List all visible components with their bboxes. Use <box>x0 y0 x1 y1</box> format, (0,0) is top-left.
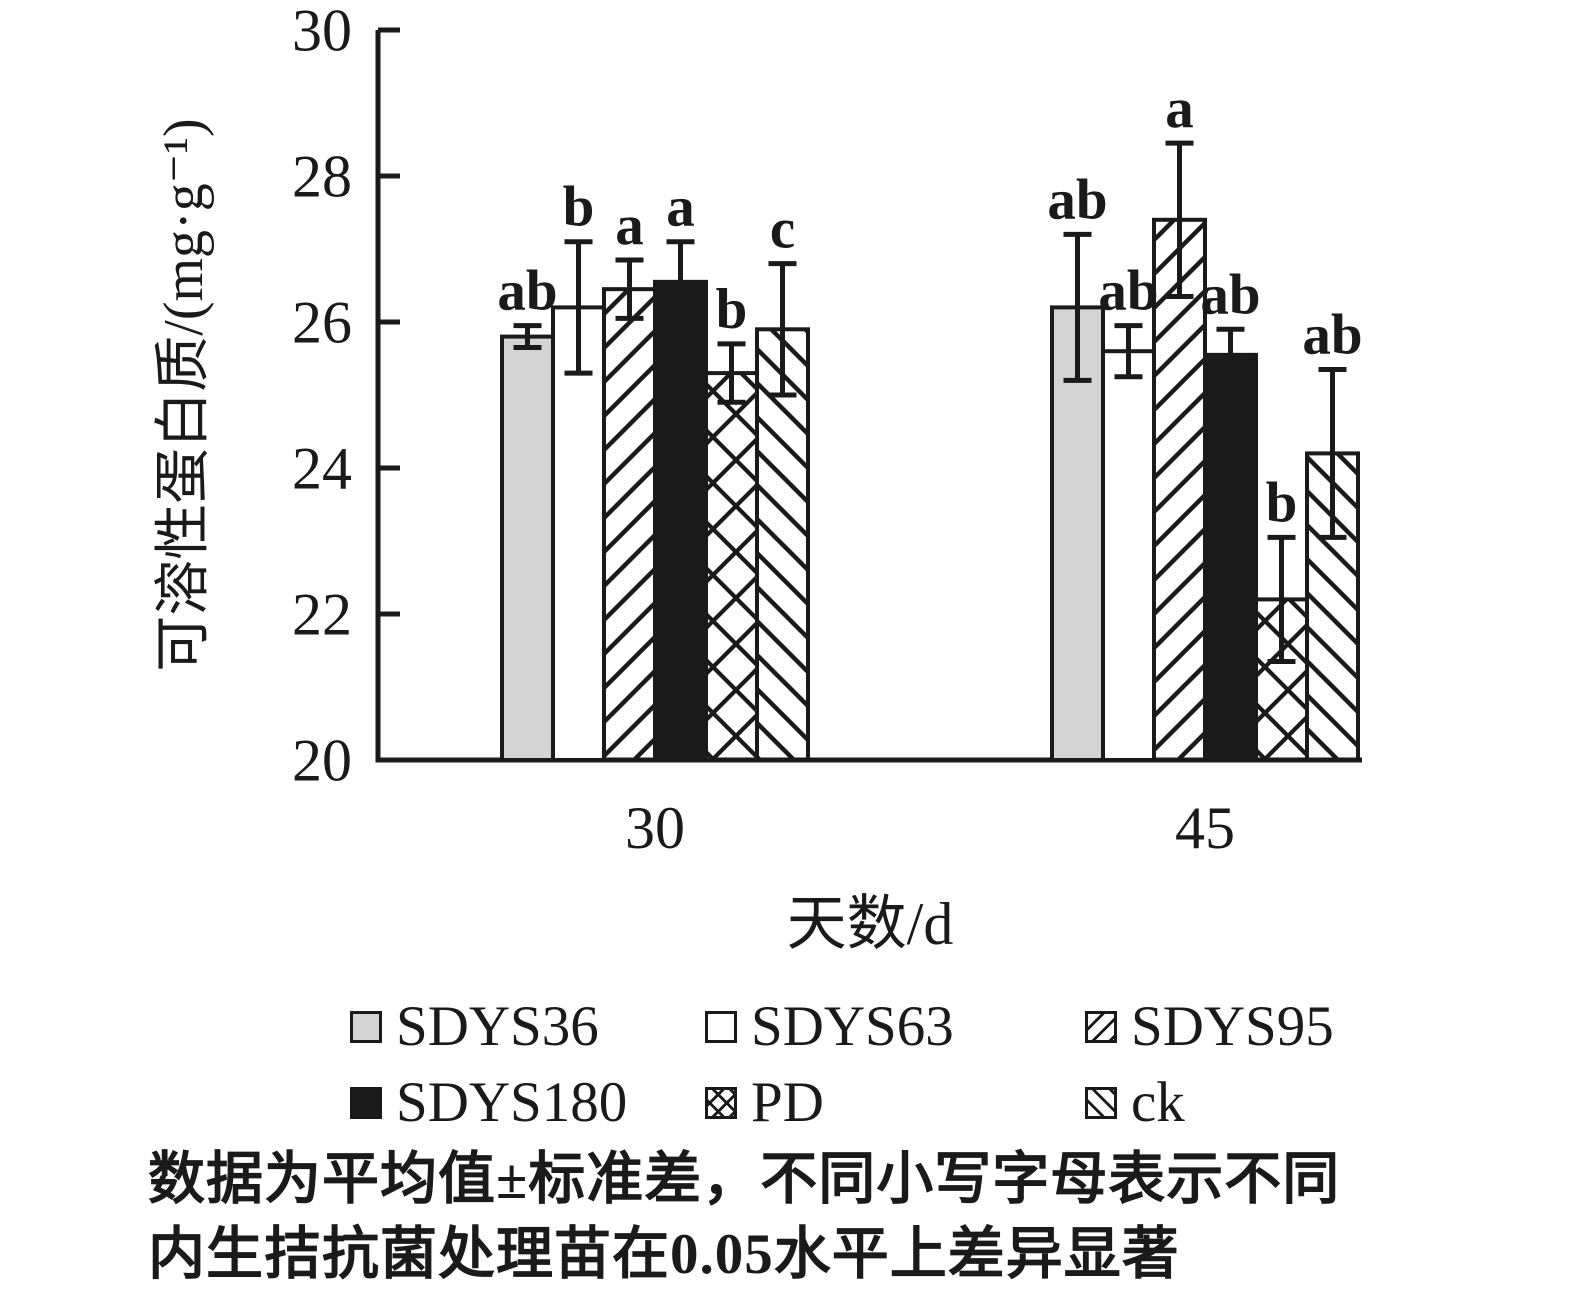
error-bar-SDYS36-30 <box>513 323 542 351</box>
y-tick-label: 28 <box>292 143 352 209</box>
error-bar-SDYS95-30 <box>615 257 644 321</box>
error-bar-SDYS63-30 <box>564 239 593 376</box>
bar-SDYS63-30 <box>551 305 606 762</box>
sig-letter-PD-45: b <box>1266 471 1298 534</box>
error-bar-SDYS180-30 <box>666 239 695 325</box>
error-bar-PD-45 <box>1267 534 1296 664</box>
sig-letter-ck-30: c <box>770 198 795 261</box>
error-bar-ck-30 <box>768 261 797 398</box>
y-tick-label: 20 <box>292 727 352 793</box>
y-axis-title: 可溶性蛋白质/(mg·g⁻¹) <box>153 118 215 671</box>
legend-swatch-gray <box>350 1010 382 1043</box>
sig-letter-SDYS63-30: b <box>563 176 595 239</box>
legend-swatch-crosshatch <box>705 1086 737 1119</box>
legend-label: SDYS180 <box>396 1071 628 1134</box>
sig-letter-ck-45: ab <box>1302 303 1362 366</box>
error-bar-SDYS36-45 <box>1063 231 1092 383</box>
legend-swatch-white <box>705 1010 737 1043</box>
sig-letter-PD-30: b <box>716 278 748 341</box>
sig-letter-SDYS180-30: a <box>666 176 695 239</box>
bar-SDYS36-30 <box>500 334 555 762</box>
legend-item-SDYS95: SDYS95 <box>1085 998 1334 1055</box>
legend-item-SDYS63: SDYS63 <box>705 998 954 1055</box>
y-tick-label: 30 <box>292 0 352 63</box>
legend-item-PD: PD <box>705 1074 824 1131</box>
bar-SDYS95-45 <box>1152 217 1207 763</box>
x-category-label: 45 <box>1175 795 1235 861</box>
bar-SDYS180-45 <box>1203 352 1258 762</box>
error-bar-SDYS63-45 <box>1114 323 1143 380</box>
error-bar-PD-30 <box>717 341 746 405</box>
legend-label: SDYS63 <box>751 995 954 1058</box>
legend-label: PD <box>751 1071 824 1134</box>
y-tick-label: 24 <box>292 435 352 501</box>
bar-SDYS95-30 <box>602 287 657 762</box>
error-bar-SDYS180-45 <box>1216 326 1245 383</box>
error-bar-SDYS95-45 <box>1165 140 1194 299</box>
legend-label: SDYS95 <box>1131 995 1334 1058</box>
legend-label: SDYS36 <box>396 995 599 1058</box>
sig-letter-SDYS36-30: ab <box>497 260 557 323</box>
caption-line-2: 内生拮抗菌处理苗在0.05水平上差异显著 <box>148 1223 1180 1287</box>
legend-swatch-hatch-forward <box>1085 1010 1117 1043</box>
sig-letter-SDYS95-45: a <box>1165 77 1194 140</box>
sig-letter-SDYS95-30: a <box>615 194 644 257</box>
legend-swatch-hatch-backward <box>1085 1086 1117 1119</box>
x-axis-title: 天数/d <box>787 891 954 957</box>
error-bar-ck-45 <box>1318 366 1347 540</box>
bar-PD-30 <box>704 371 759 762</box>
x-category-label: 30 <box>625 795 685 861</box>
sig-letter-SDYS180-45: ab <box>1200 263 1260 326</box>
legend-label: ck <box>1131 1071 1185 1134</box>
bar-ck-30 <box>755 327 810 762</box>
sig-letter-SDYS36-45: ab <box>1047 168 1107 231</box>
caption-line-1: 数据为平均值±标准差，不同小写字母表示不同 <box>148 1148 1341 1211</box>
bar-SDYS63-45 <box>1101 349 1156 762</box>
legend-swatch-black <box>350 1086 382 1119</box>
legend-item-SDYS36: SDYS36 <box>350 998 599 1055</box>
y-tick-label: 22 <box>292 581 352 647</box>
bar-SDYS180-30 <box>653 279 708 762</box>
legend-item-SDYS180: SDYS180 <box>350 1074 627 1131</box>
sig-letter-SDYS63-45: ab <box>1098 260 1158 323</box>
caption: 数据为平均值±标准差，不同小写字母表示不同 内生拮抗菌处理苗在0.05水平上差异… <box>148 1142 1488 1292</box>
legend-item-ck: ck <box>1085 1074 1185 1131</box>
y-tick-label: 26 <box>292 289 352 355</box>
